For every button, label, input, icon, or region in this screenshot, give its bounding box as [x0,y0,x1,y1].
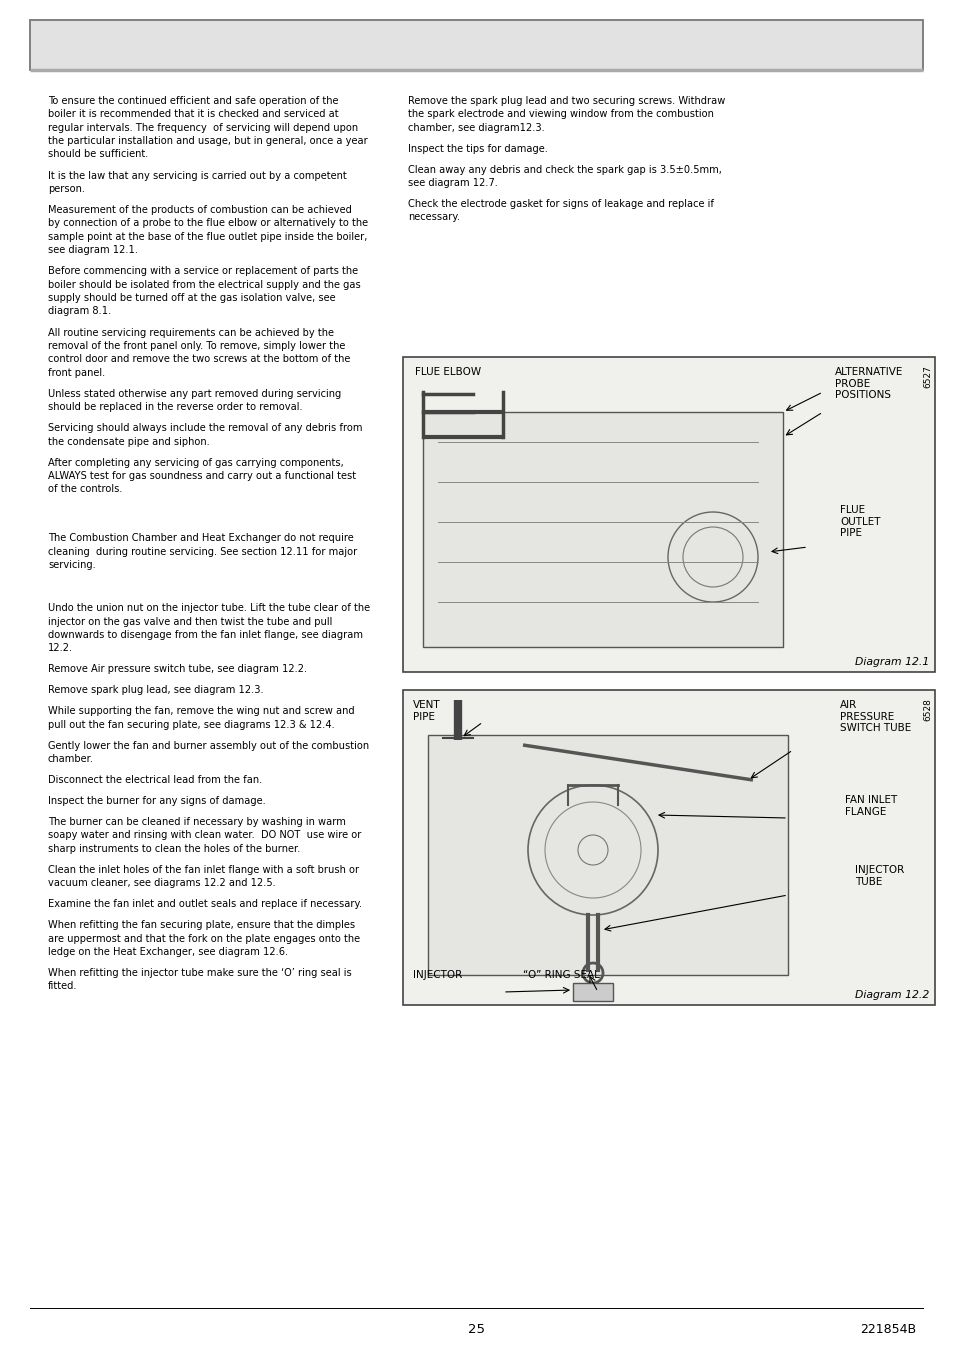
Text: 221854B: 221854B [859,1323,915,1336]
Text: Clean the inlet holes of the fan inlet flange with a soft brush or
vacuum cleane: Clean the inlet holes of the fan inlet f… [48,865,358,888]
Text: To ensure the continued efficient and safe operation of the
boiler it is recomme: To ensure the continued efficient and sa… [48,96,367,159]
Text: INJECTOR
TUBE: INJECTOR TUBE [854,865,903,886]
Text: “O” RING SEAL: “O” RING SEAL [522,970,599,979]
Text: Inspect the tips for damage.: Inspect the tips for damage. [408,143,547,154]
Bar [573,984,613,1001]
Text: 6527: 6527 [923,365,931,388]
Text: The burner can be cleaned if necessary by washing in warm
soapy water and rinsin: The burner can be cleaned if necessary b… [48,817,361,854]
Text: Measurement of the products of combustion can be achieved
by connection of a pro: Measurement of the products of combustio… [48,205,368,255]
Text: Diagram 12.1: Diagram 12.1 [854,657,928,667]
Text: FLUE ELBOW: FLUE ELBOW [415,367,480,377]
Bar [422,412,782,647]
Text: Remove spark plug lead, see diagram 12.3.: Remove spark plug lead, see diagram 12.3… [48,685,263,696]
Text: Examine the fan inlet and outlet seals and replace if necessary.: Examine the fan inlet and outlet seals a… [48,900,362,909]
Text: 25: 25 [468,1323,485,1336]
Text: VENT
PIPE: VENT PIPE [413,700,440,721]
Text: Remove Air pressure switch tube, see diagram 12.2.: Remove Air pressure switch tube, see dia… [48,665,307,674]
Text: All routine servicing requirements can be achieved by the
removal of the front p: All routine servicing requirements can b… [48,327,350,378]
Text: Before commencing with a service or replacement of parts the
boiler should be is: Before commencing with a service or repl… [48,266,360,316]
Bar [428,735,787,975]
Text: Undo the union nut on the injector tube. Lift the tube clear of the
injector on : Undo the union nut on the injector tube.… [48,604,370,654]
Text: When refitting the injector tube make sure the ‘O’ ring seal is
fitted.: When refitting the injector tube make su… [48,967,352,992]
Text: FAN INLET
FLANGE: FAN INLET FLANGE [844,794,897,816]
Text: While supporting the fan, remove the wing nut and screw and
pull out the fan sec: While supporting the fan, remove the win… [48,707,355,730]
Text: Disconnect the electrical lead from the fan.: Disconnect the electrical lead from the … [48,775,262,785]
Text: After completing any servicing of gas carrying components,
ALWAYS test for gas s: After completing any servicing of gas ca… [48,458,355,494]
Text: The Combustion Chamber and Heat Exchanger do not require
cleaning  during routin: The Combustion Chamber and Heat Exchange… [48,534,356,570]
Bar [402,690,934,1005]
Text: Inspect the burner for any signs of damage.: Inspect the burner for any signs of dama… [48,796,266,807]
Text: Unless stated otherwise any part removed during servicing
should be replaced in : Unless stated otherwise any part removed… [48,389,341,412]
Text: Servicing should always include the removal of any debris from
the condensate pi: Servicing should always include the remo… [48,423,362,447]
Text: AIR
PRESSURE
SWITCH TUBE: AIR PRESSURE SWITCH TUBE [840,700,910,734]
FancyBboxPatch shape [30,20,923,70]
Text: Remove the spark plug lead and two securing screws. Withdraw
the spark electrode: Remove the spark plug lead and two secur… [408,96,724,132]
Bar [402,357,934,671]
Text: When refitting the fan securing plate, ensure that the dimples
are uppermost and: When refitting the fan securing plate, e… [48,920,359,957]
Text: FLUE
OUTLET
PIPE: FLUE OUTLET PIPE [840,505,880,538]
Text: Clean away any debris and check the spark gap is 3.5±0.5mm,
see diagram 12.7.: Clean away any debris and check the spar… [408,165,721,188]
Text: INJECTOR: INJECTOR [413,970,462,979]
Text: ALTERNATIVE
PROBE
POSITIONS: ALTERNATIVE PROBE POSITIONS [834,367,902,400]
Text: Gently lower the fan and burner assembly out of the combustion
chamber.: Gently lower the fan and burner assembly… [48,740,369,765]
Text: Check the electrode gasket for signs of leakage and replace if
necessary.: Check the electrode gasket for signs of … [408,199,713,223]
Text: Diagram 12.2: Diagram 12.2 [854,990,928,1000]
Text: 6528: 6528 [923,698,931,721]
Text: It is the law that any servicing is carried out by a competent
person.: It is the law that any servicing is carr… [48,170,346,195]
